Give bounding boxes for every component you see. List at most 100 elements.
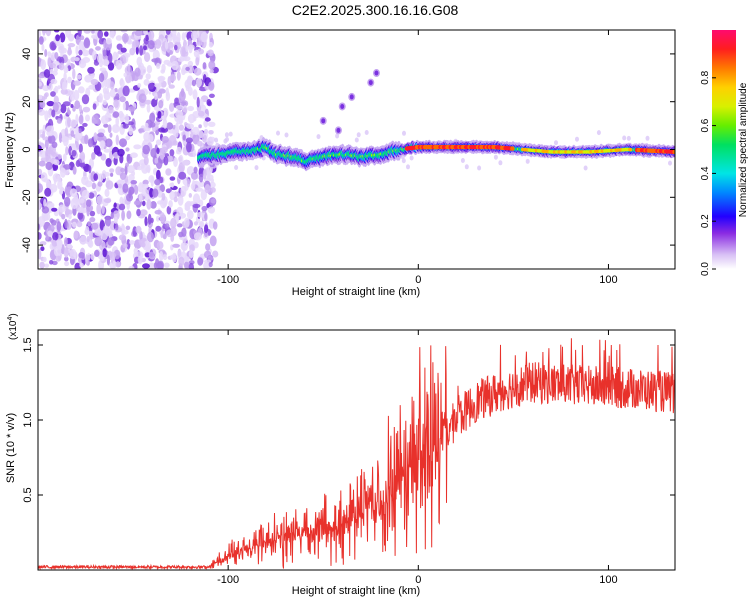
faint-speckle bbox=[335, 133, 340, 139]
noise-speckle bbox=[188, 86, 193, 96]
noise-speckle bbox=[115, 93, 120, 101]
noise-speckle bbox=[120, 47, 127, 53]
noise-speckle bbox=[187, 105, 195, 112]
noise-speckle bbox=[56, 118, 63, 124]
faint-speckle bbox=[401, 158, 406, 164]
noise-speckle bbox=[179, 90, 186, 102]
noise-speckle bbox=[176, 31, 181, 43]
noise-speckle bbox=[92, 50, 97, 61]
noise-speckle bbox=[38, 109, 46, 116]
noise-speckle bbox=[64, 237, 68, 247]
noise-speckle bbox=[212, 250, 219, 258]
noise-speckle bbox=[130, 180, 138, 185]
noise-speckle bbox=[143, 127, 151, 132]
noise-speckle bbox=[135, 46, 139, 55]
noise-speckle bbox=[163, 156, 169, 166]
noise-speckle bbox=[119, 112, 125, 123]
noise-speckle bbox=[38, 36, 44, 45]
noise-speckle bbox=[78, 162, 86, 168]
noise-speckle bbox=[58, 62, 65, 71]
noise-speckle bbox=[172, 252, 177, 263]
noise-speckle bbox=[96, 195, 104, 205]
noise-speckle bbox=[64, 256, 69, 262]
noise-speckle bbox=[206, 137, 214, 146]
noise-speckle bbox=[146, 199, 152, 210]
noise-speckle bbox=[39, 150, 47, 159]
noise-speckle bbox=[136, 208, 141, 217]
svg-text:(x104): (x104) bbox=[7, 313, 19, 340]
noise-speckle bbox=[63, 164, 71, 170]
noise-speckle bbox=[38, 144, 42, 152]
noise-speckle bbox=[90, 253, 95, 261]
noise-speckle bbox=[63, 66, 69, 74]
noise-speckle bbox=[38, 73, 46, 79]
noise-speckle bbox=[53, 159, 60, 166]
noise-speckle bbox=[125, 225, 131, 231]
noise-speckle bbox=[51, 109, 56, 118]
noise-speckle bbox=[176, 71, 181, 81]
noise-speckle bbox=[70, 198, 79, 210]
spectrogram-x-tick-label: 100 bbox=[599, 274, 617, 286]
noise-speckle bbox=[100, 115, 109, 125]
noise-speckle bbox=[44, 263, 50, 268]
noise-speckle bbox=[42, 130, 46, 141]
noise-speckle bbox=[52, 102, 59, 113]
noise-speckle bbox=[55, 34, 60, 42]
noise-speckle bbox=[186, 141, 192, 153]
noise-speckle bbox=[101, 205, 105, 215]
noise-speckle bbox=[180, 100, 189, 107]
noise-speckle bbox=[153, 262, 158, 269]
noise-speckle bbox=[85, 199, 92, 208]
noise-speckle bbox=[45, 125, 54, 134]
noise-speckle bbox=[169, 102, 175, 112]
faint-speckle bbox=[402, 130, 406, 136]
noise-speckle bbox=[178, 171, 187, 180]
harmonic-blip-core bbox=[340, 103, 345, 109]
noise-speckle bbox=[82, 122, 88, 127]
noise-speckle bbox=[75, 45, 79, 56]
noise-speckle bbox=[128, 106, 136, 112]
noise-speckle bbox=[122, 85, 130, 97]
noise-speckle bbox=[97, 30, 104, 39]
noise-speckle bbox=[188, 262, 194, 269]
noise-speckle bbox=[38, 200, 41, 210]
noise-speckle bbox=[54, 52, 59, 60]
noise-speckle bbox=[46, 100, 55, 107]
snr-x-tick-label: 100 bbox=[599, 574, 617, 586]
noise-speckle bbox=[79, 198, 85, 204]
noise-speckle bbox=[115, 261, 121, 268]
noise-speckle bbox=[85, 254, 89, 266]
noise-speckle bbox=[38, 152, 41, 157]
faint-speckle bbox=[493, 154, 498, 160]
spectrogram-y-tick-label: -20 bbox=[21, 189, 33, 205]
noise-speckle bbox=[176, 146, 182, 155]
noise-speckle bbox=[38, 232, 42, 240]
noise-speckle bbox=[162, 118, 168, 129]
noise-speckle bbox=[147, 262, 156, 269]
noise-speckle bbox=[64, 261, 70, 267]
figure-title: C2E2.2025.300.16.16.G08 bbox=[292, 2, 459, 18]
noise-speckle bbox=[51, 141, 58, 148]
noise-speckle bbox=[112, 260, 116, 267]
noise-speckle bbox=[82, 106, 91, 113]
noise-speckle bbox=[128, 127, 134, 136]
noise-speckle bbox=[137, 165, 143, 171]
noise-speckle bbox=[160, 230, 164, 239]
noise-speckle bbox=[71, 221, 77, 228]
noise-speckle bbox=[186, 123, 195, 129]
noise-speckle bbox=[154, 83, 160, 88]
noise-speckle bbox=[67, 110, 71, 115]
noise-speckle bbox=[191, 30, 198, 41]
noise-speckle bbox=[147, 40, 155, 50]
noise-speckle bbox=[137, 83, 142, 88]
noise-speckle bbox=[154, 157, 159, 164]
noise-speckle bbox=[144, 122, 149, 128]
noise-speckle bbox=[51, 239, 57, 247]
spectrogram-plot: -100 0 100 -40 -20 0 20 40 Height of straight l… bbox=[4, 29, 676, 298]
noise-speckle bbox=[185, 137, 193, 144]
noise-speckle bbox=[168, 200, 173, 208]
noise-speckle bbox=[142, 144, 150, 155]
noise-speckle bbox=[119, 138, 127, 148]
noise-speckle bbox=[114, 216, 118, 224]
noise-speckle bbox=[112, 111, 120, 118]
